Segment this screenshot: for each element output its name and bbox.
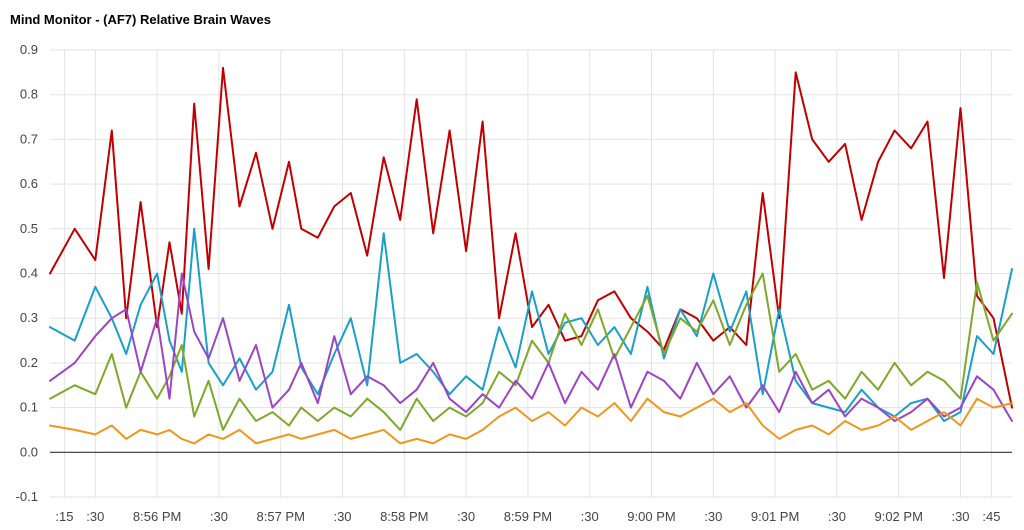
y-tick-label: 0.9 bbox=[20, 42, 38, 57]
series-line-3 bbox=[49, 272, 1013, 431]
series-line-5 bbox=[49, 397, 1013, 445]
chart-title: Mind Monitor - (AF7) Relative Brain Wave… bbox=[10, 12, 271, 27]
x-tick-label: :30 bbox=[704, 509, 722, 524]
x-tick-label: :30 bbox=[210, 509, 228, 524]
y-tick-label: 0.8 bbox=[20, 87, 38, 102]
x-tick-label: :30 bbox=[86, 509, 104, 524]
x-tick-label: :45 bbox=[982, 509, 1000, 524]
y-tick-label: 0.7 bbox=[20, 131, 38, 146]
y-tick-label: 0.0 bbox=[20, 444, 38, 459]
x-tick-label: :15 bbox=[55, 509, 73, 524]
y-tick-label: 0.4 bbox=[20, 266, 38, 281]
x-tick-label: 8:59 PM bbox=[504, 509, 552, 524]
x-tick-label: :30 bbox=[951, 509, 969, 524]
y-tick-label: 0.5 bbox=[20, 221, 38, 236]
x-tick-label: :30 bbox=[581, 509, 599, 524]
x-tick-label: :30 bbox=[457, 509, 475, 524]
series-lines bbox=[49, 66, 1013, 445]
series-line-1 bbox=[49, 66, 1013, 409]
y-tick-label: 0.2 bbox=[20, 355, 38, 370]
y-tick-label: -0.1 bbox=[16, 489, 38, 504]
y-tick-label: 0.6 bbox=[20, 176, 38, 191]
x-tick-label: 8:58 PM bbox=[380, 509, 428, 524]
x-tick-label: :30 bbox=[828, 509, 846, 524]
x-tick-label: 9:01 PM bbox=[751, 509, 799, 524]
series-line-2 bbox=[49, 227, 1013, 422]
series-line-4 bbox=[49, 272, 1013, 422]
x-tick-label: 8:57 PM bbox=[257, 509, 305, 524]
y-tick-labels: -0.1 0.0 0.1 0.2 0.3 0.4 0.5 0.6 0.7 0.8 0.9 bbox=[16, 42, 38, 504]
x-tick-label: 9:02 PM bbox=[874, 509, 922, 524]
y-tick-label: 0.1 bbox=[20, 400, 38, 415]
y-tick-label: 0.3 bbox=[20, 310, 38, 325]
x-tick-label: :30 bbox=[333, 509, 351, 524]
x-tick-labels: :15 :30 8:56 PM :30 8:57 PM :30 8:58 PM :30 8:59… bbox=[55, 509, 1000, 524]
x-tick-label: 9:00 PM bbox=[627, 509, 675, 524]
x-tick-label: 8:56 PM bbox=[133, 509, 181, 524]
